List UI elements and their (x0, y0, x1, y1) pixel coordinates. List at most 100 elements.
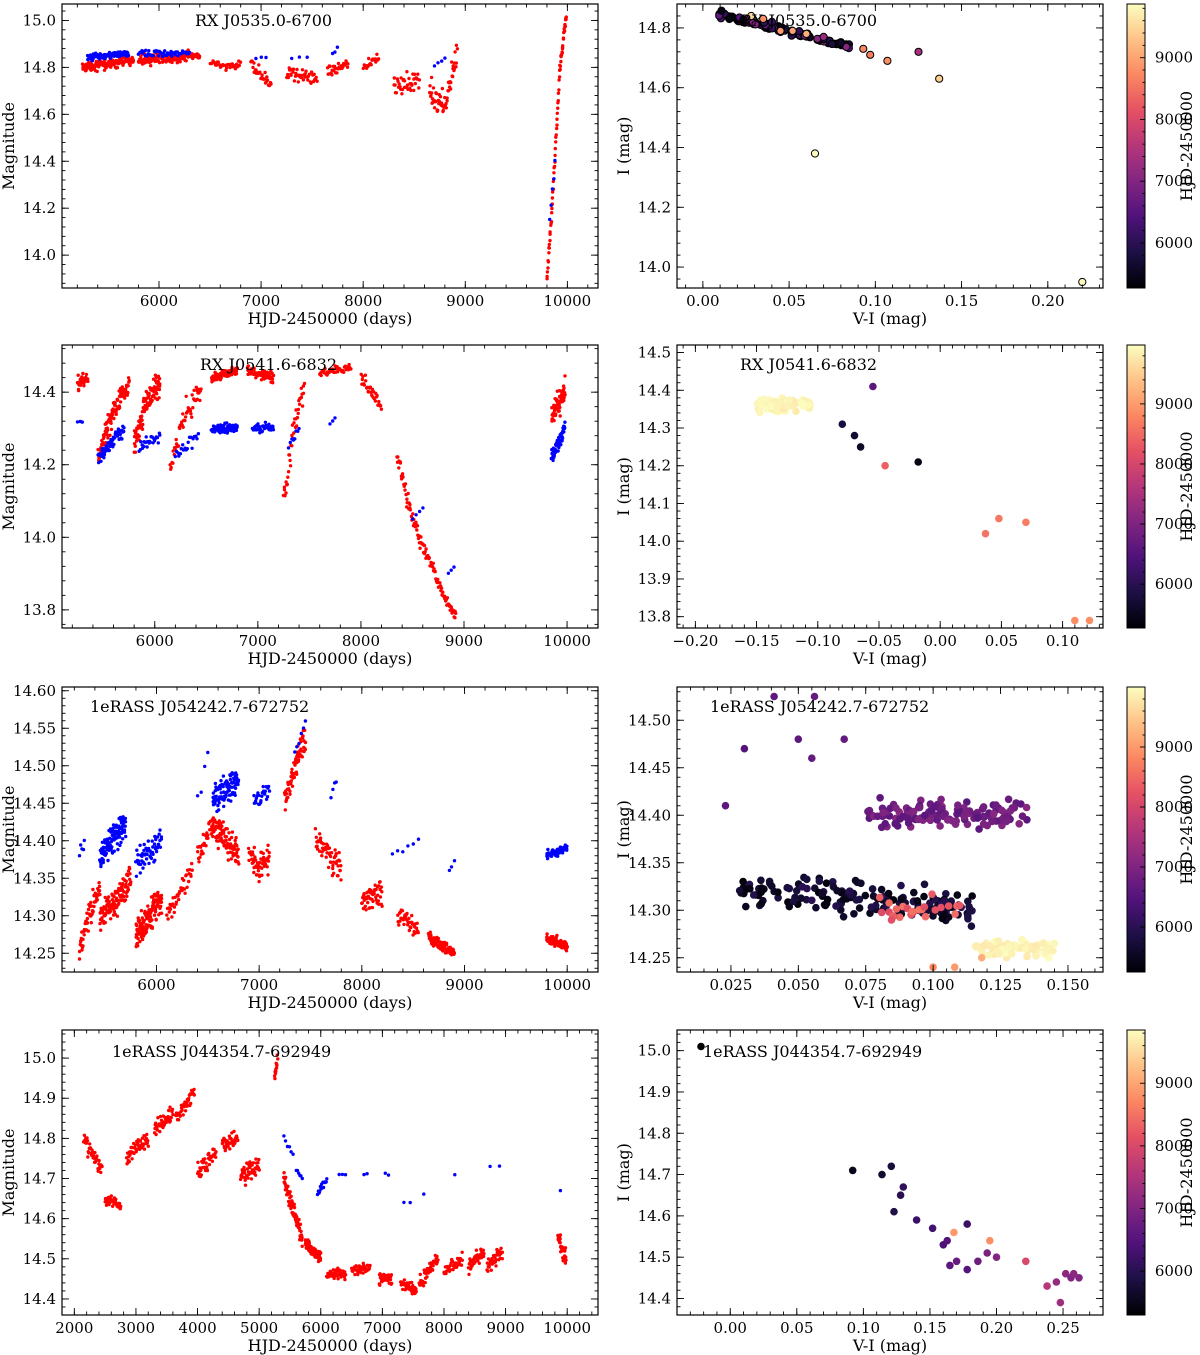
data-point (158, 382, 162, 386)
data-point (558, 67, 562, 72)
data-point (754, 229, 762, 237)
data-point (822, 255, 830, 263)
data-point (260, 429, 264, 433)
data-point (151, 845, 155, 849)
y-tick-label: 14.40 (628, 806, 671, 824)
data-point (942, 890, 950, 898)
data-point (824, 259, 832, 267)
data-point (979, 803, 988, 811)
plot-area (693, 202, 1094, 625)
data-point (861, 891, 870, 900)
data-point (98, 892, 102, 897)
data-point (701, 205, 709, 213)
data-point (434, 91, 438, 96)
data-point (698, 202, 706, 210)
data-point (376, 899, 381, 903)
data-point (254, 56, 258, 61)
data-point (822, 259, 830, 267)
data-point (414, 513, 418, 517)
data-point (774, 234, 782, 242)
data-point (795, 255, 803, 263)
data-point (551, 935, 555, 939)
data-point (405, 911, 409, 916)
data-point (839, 895, 848, 904)
y-tick-label: 14.6 (638, 79, 671, 97)
data-point (883, 56, 892, 65)
data-point (810, 692, 819, 701)
data-point (231, 772, 235, 776)
data-point (839, 913, 848, 921)
data-point (749, 232, 757, 240)
data-point (216, 60, 220, 64)
data-point (234, 369, 239, 373)
data-point (362, 892, 366, 896)
data-point (451, 948, 456, 952)
data-point (265, 795, 270, 799)
data-point (749, 230, 757, 238)
data-point (813, 256, 821, 264)
data-point (921, 912, 930, 921)
data-point (286, 75, 291, 80)
data-point (269, 82, 273, 86)
y-tick-label: 14.25 (13, 944, 56, 962)
data-point (378, 404, 383, 408)
data-point (312, 72, 316, 77)
data-point (271, 428, 276, 432)
data-point (432, 64, 437, 68)
data-point (146, 904, 150, 908)
data-point (449, 80, 453, 85)
data-point (709, 212, 717, 220)
data-point (702, 213, 710, 221)
data-point (196, 432, 201, 436)
data-point (91, 887, 95, 892)
data-point (545, 270, 550, 274)
data-point (300, 404, 305, 408)
data-point (431, 86, 436, 90)
data-point (779, 240, 787, 248)
data-point (556, 99, 560, 103)
data-point (341, 65, 345, 69)
data-point (338, 859, 342, 863)
data-point (766, 237, 774, 245)
data-point (290, 767, 294, 771)
data-point (445, 96, 449, 100)
data-point (807, 255, 815, 263)
data-point (747, 11, 756, 21)
data-point (259, 799, 263, 803)
data-point (453, 616, 457, 620)
data-point (417, 86, 421, 90)
data-point (299, 386, 303, 390)
data-point (333, 50, 337, 54)
data-point (565, 844, 569, 848)
data-point (693, 202, 701, 210)
data-point (761, 230, 769, 238)
x-tick-label: −0.05 (856, 632, 902, 650)
data-point (427, 556, 431, 560)
data-point (563, 420, 567, 424)
data-point (548, 238, 552, 243)
data-point (221, 820, 225, 824)
data-point (170, 54, 174, 58)
data-point (944, 902, 953, 910)
x-tick-label: 10000 (543, 632, 591, 650)
data-point (436, 577, 440, 582)
data-point (326, 865, 331, 870)
data-point (777, 240, 785, 248)
y-tick-label: 14.8 (638, 19, 671, 37)
data-point (779, 239, 787, 247)
data-point (159, 904, 163, 908)
data-point (286, 795, 290, 800)
data-point (295, 67, 299, 72)
data-point (780, 244, 788, 252)
panel-title: RX J0535.0-6700 (740, 11, 877, 30)
data-point (438, 581, 442, 585)
series-i-band (77, 728, 569, 961)
data-point (783, 242, 791, 250)
data-point (139, 440, 143, 444)
data-point (263, 70, 267, 75)
data-point (552, 164, 557, 169)
data-point (410, 913, 414, 918)
data-point (122, 894, 126, 899)
data-point (717, 207, 725, 215)
data-point (76, 387, 81, 392)
